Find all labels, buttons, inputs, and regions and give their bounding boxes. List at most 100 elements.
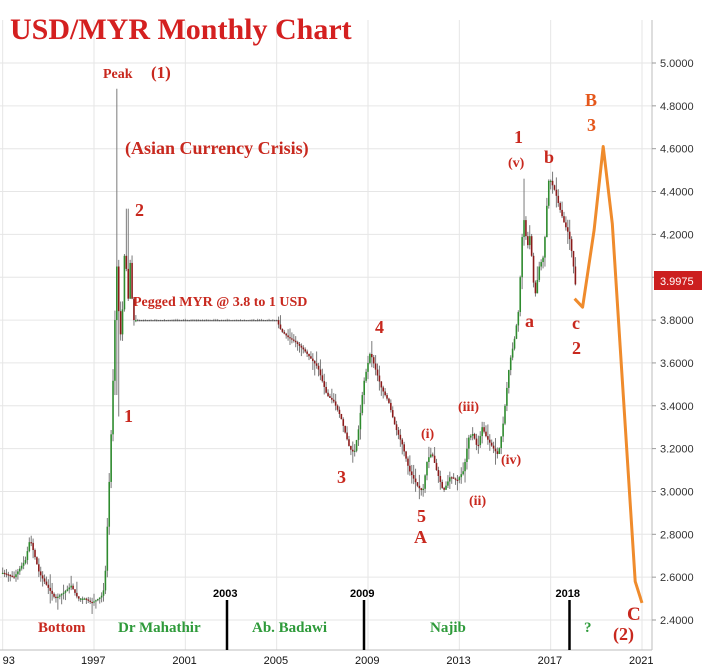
candle-up — [256, 320, 259, 322]
candle-down — [487, 436, 489, 440]
y-tick-label: 2.4000 — [660, 615, 694, 627]
candle-up — [220, 320, 223, 322]
candle-up — [239, 320, 242, 322]
candle-up — [498, 448, 501, 454]
candle-down — [384, 391, 386, 396]
candle-down — [346, 432, 348, 440]
candle-up — [466, 448, 468, 463]
candle-up — [237, 320, 240, 322]
candle-up — [116, 266, 118, 321]
candle-down — [418, 485, 421, 489]
candle-up — [546, 205, 548, 238]
candle-up — [28, 542, 31, 552]
candle-up — [195, 320, 198, 322]
candle-up — [104, 570, 107, 591]
candle-down — [72, 585, 74, 590]
candle-up — [506, 387, 508, 406]
candle-up — [197, 320, 200, 322]
candle-up — [260, 320, 263, 322]
candle-down — [409, 465, 411, 472]
candle-down — [291, 338, 293, 340]
candle-down — [420, 488, 423, 491]
candle-down — [77, 596, 80, 599]
x-tick-label: 93 — [3, 655, 15, 667]
candle-up — [152, 320, 154, 322]
candle-down — [403, 444, 405, 452]
label-wave-2-top: 2 — [135, 200, 144, 220]
candle-down — [308, 353, 310, 357]
label-wave-i: (i) — [421, 427, 435, 442]
candle-down — [414, 478, 417, 483]
label-wave-a: a — [525, 311, 534, 331]
candle-down — [473, 433, 476, 439]
candle-up — [108, 481, 111, 527]
candle-up — [26, 551, 29, 561]
candle-down — [39, 571, 42, 576]
candle-up — [129, 262, 131, 299]
candle-up — [365, 371, 367, 381]
candle-up — [15, 574, 17, 578]
y-tick-label: 3.8000 — [660, 315, 694, 327]
candle-up — [357, 429, 360, 441]
candle-up — [422, 488, 424, 491]
candle-down — [34, 550, 36, 558]
candle-up — [235, 320, 238, 322]
candle-down — [55, 596, 57, 599]
candle-up — [449, 477, 451, 482]
candle-up — [169, 320, 171, 322]
candle-down — [45, 581, 48, 585]
candle-up — [369, 353, 371, 363]
candle-up — [66, 589, 69, 592]
candle-down — [283, 331, 286, 334]
candle-up — [20, 565, 23, 569]
candle-down — [492, 445, 495, 449]
candle-up — [144, 320, 147, 322]
candle-up — [176, 320, 179, 322]
candle-down — [51, 590, 53, 594]
projection-line — [573, 145, 644, 604]
label-wave-B: B — [585, 90, 597, 110]
candle-up — [549, 180, 552, 183]
candle-down — [559, 202, 561, 210]
label-wave-1-paren: (1) — [151, 63, 171, 82]
candle-up — [171, 320, 173, 322]
candle-up — [110, 434, 112, 482]
y-tick-labels: 5.00004.80004.60004.40004.20004.00003.80… — [652, 58, 694, 627]
candle-down — [395, 424, 398, 431]
candle-up — [468, 437, 470, 449]
candle-up — [163, 320, 166, 322]
candle-down — [452, 477, 455, 479]
candle-up — [100, 595, 103, 598]
candle-up — [355, 440, 358, 451]
candle-up — [428, 457, 430, 463]
candle-down — [456, 479, 459, 481]
x-tick-label: 2001 — [172, 655, 196, 667]
candle-down — [382, 387, 385, 392]
candle-up — [182, 320, 185, 322]
candle-up — [207, 320, 209, 322]
candle-down — [401, 439, 404, 445]
candle-down — [53, 593, 55, 597]
candle-up — [222, 320, 225, 322]
candle-up — [502, 423, 504, 437]
candle-up — [150, 320, 152, 322]
era-unknown: ? — [584, 620, 592, 636]
candle-up — [218, 320, 221, 322]
last-price-badge — [654, 271, 702, 290]
candle-down — [350, 445, 352, 450]
candle-down — [399, 434, 402, 440]
label-wave-c: c — [572, 313, 580, 333]
candle-up — [190, 320, 192, 322]
candle-down — [380, 381, 383, 388]
candle-down — [443, 487, 445, 490]
candle-up — [540, 262, 542, 267]
candle-up — [98, 597, 101, 600]
candle-down — [532, 255, 535, 283]
candle-down — [485, 431, 487, 437]
candle-up — [24, 560, 27, 563]
candle-up — [60, 594, 63, 596]
candle-up — [458, 477, 461, 481]
candle-down — [407, 458, 409, 466]
candle-down — [32, 542, 34, 551]
